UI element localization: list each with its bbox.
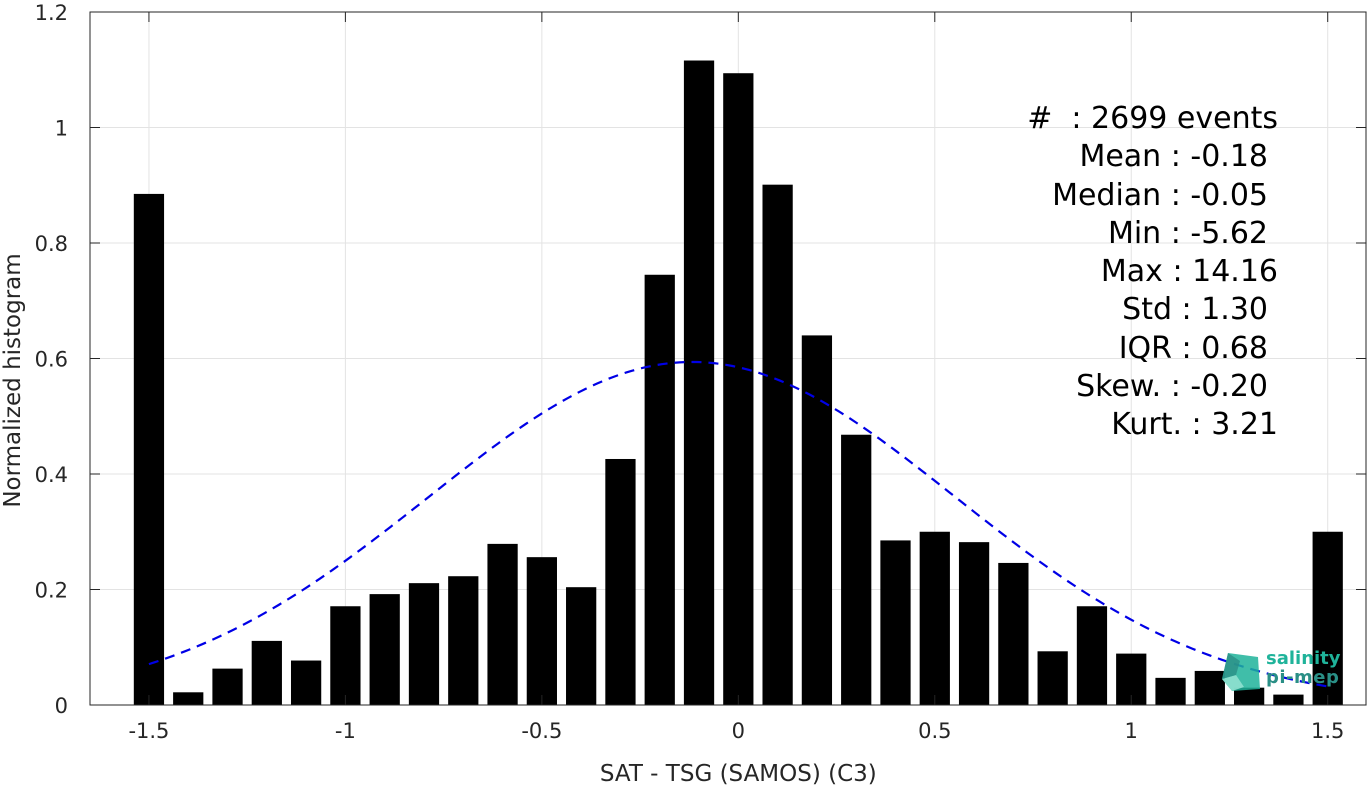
bar-4 <box>290 660 322 705</box>
bar-9 <box>487 543 518 705</box>
bar-2 <box>212 668 243 705</box>
bar-7 <box>408 583 440 705</box>
y-tick-label-3: 0.6 <box>35 348 68 372</box>
x-tick-label-4: 0.5 <box>918 719 951 743</box>
y-tick-label-0: 0 <box>55 694 68 718</box>
gaussian-fit-curve <box>148 360 1328 688</box>
bar-6 <box>369 594 400 705</box>
bar-19 <box>880 540 911 705</box>
x-tick-label-1: -1 <box>335 719 356 743</box>
bar-22 <box>998 562 1029 705</box>
stat-count: # : 2699 events <box>1027 101 1278 136</box>
stat-mean: Mean : -0.18 <box>1079 139 1268 175</box>
bar-27 <box>1194 670 1225 705</box>
bar-30 <box>1312 531 1343 705</box>
bar-12 <box>605 458 636 705</box>
bar-18 <box>841 434 872 705</box>
stat-max: Max : 14.16 <box>1100 254 1278 290</box>
stat-skew: Skew. : -0.20 <box>1076 369 1268 405</box>
y-tick-label-6: 1.2 <box>35 1 68 25</box>
bar-26 <box>1155 677 1186 705</box>
bar-11 <box>566 587 597 705</box>
bar-3 <box>251 640 282 705</box>
stat-median: Median : -0.05 <box>1052 177 1268 213</box>
bar-16 <box>762 184 793 706</box>
stat-kurt: Kurt. : 3.21 <box>1111 407 1278 443</box>
bar-21 <box>958 542 990 705</box>
bar-23 <box>1037 651 1068 705</box>
y-axis-ticks: 0 0.2 0.4 0.6 0.8 1 1.2 <box>35 1 1366 718</box>
bar-14 <box>683 60 715 705</box>
logo-wave-icon <box>1222 653 1260 691</box>
x-tick-label-2: -0.5 <box>521 719 562 743</box>
stat-std: Std : 1.30 <box>1122 292 1268 328</box>
y-tick-label-2: 0.4 <box>35 463 68 487</box>
stat-iqr: IQR : 0.68 <box>1118 330 1268 366</box>
bar-1 <box>173 692 204 705</box>
x-axis-ticks: -1.5 -1 -0.5 0 0.5 1 1.5 <box>128 12 1344 743</box>
x-tick-label-3: 0 <box>732 719 745 743</box>
bar-20 <box>919 531 950 705</box>
bar-8 <box>448 576 479 705</box>
bar-10 <box>526 557 557 705</box>
x-tick-label-0: -1.5 <box>128 719 169 743</box>
x-tick-label-5: 1 <box>1125 719 1138 743</box>
y-axis-label: Normalized histogram <box>0 253 26 507</box>
bar-28 <box>1233 687 1265 705</box>
x-tick-label-6: 1.5 <box>1311 719 1344 743</box>
bar-13 <box>644 274 675 705</box>
y-tick-label-4: 0.8 <box>35 232 68 256</box>
bar-29 <box>1273 694 1304 705</box>
y-tick-label-5: 1 <box>55 117 68 141</box>
bar-17 <box>801 335 833 705</box>
y-tick-label-1: 0.2 <box>35 579 68 603</box>
bar-15 <box>723 73 754 706</box>
bar-5 <box>330 606 361 705</box>
salinity-pimep-logo: salinity pi-mep <box>1216 647 1346 695</box>
bars <box>133 60 1343 706</box>
logo-line-1: salinity <box>1266 648 1341 669</box>
stat-min: Min : -5.62 <box>1107 215 1268 251</box>
statistics-box: # : 2699 events Mean : -0.18 Median : -0… <box>1027 100 1278 445</box>
x-axis-label: SAT - TSG (SAMOS) (C3) <box>600 761 877 785</box>
logo-line-2: pi-mep <box>1266 667 1340 688</box>
bar-24 <box>1076 606 1108 705</box>
bar-0 <box>133 193 165 705</box>
